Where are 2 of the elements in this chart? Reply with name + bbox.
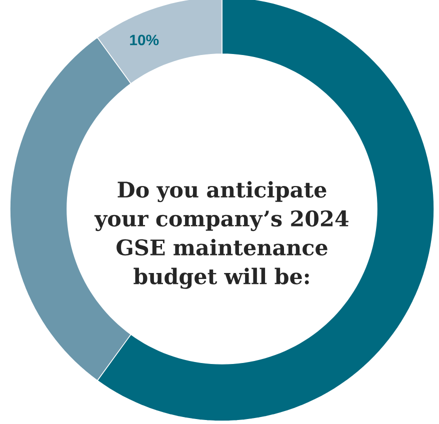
text: Do you anticipate your company’s 2024 GSE maintenance budget will be: [94, 181, 348, 289]
data-label: 10% [130, 34, 159, 46]
